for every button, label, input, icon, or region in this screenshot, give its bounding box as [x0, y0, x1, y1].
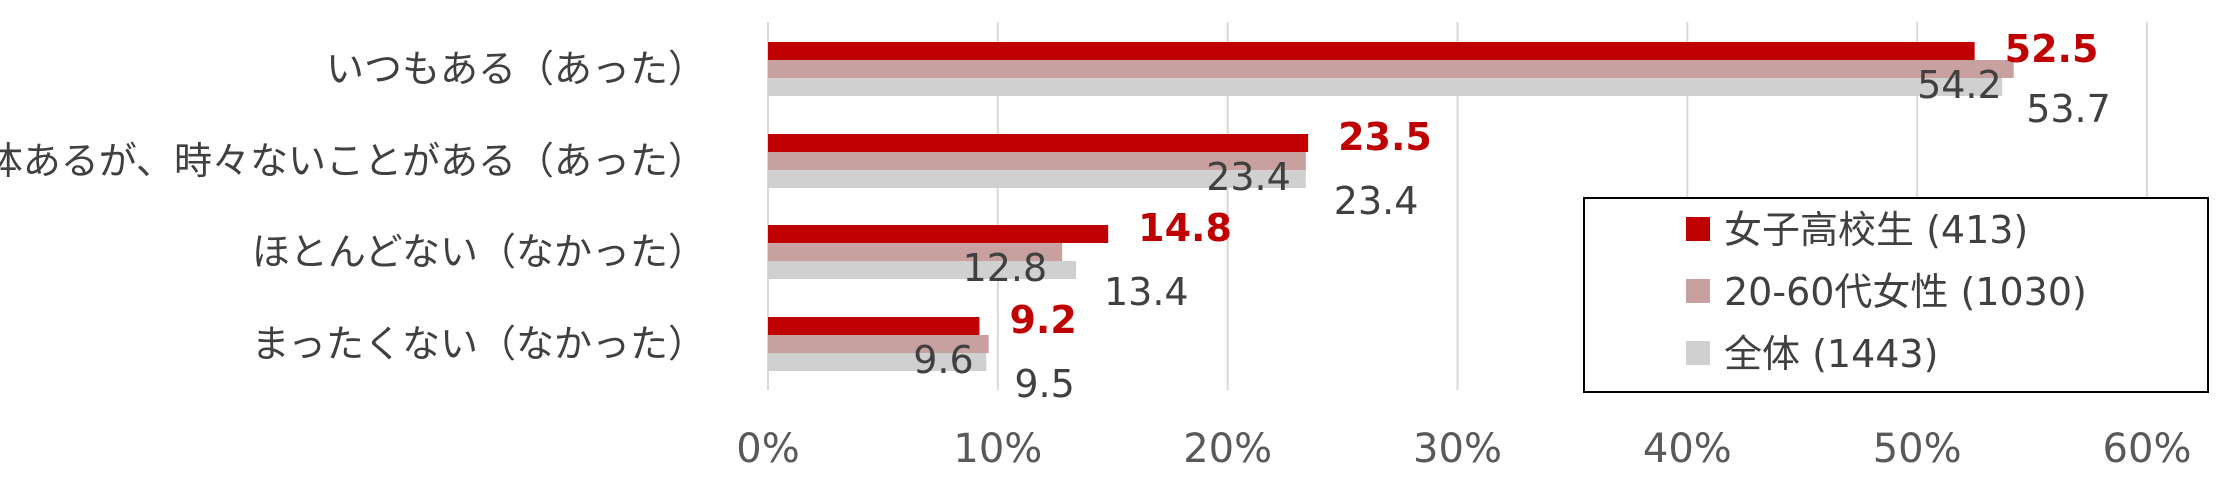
value-label-series-1-3: 9.6: [913, 338, 973, 382]
category-label: 大体あるが、時々ないことがある（あった）: [0, 139, 706, 183]
bar-series-1-3: [768, 335, 989, 353]
bar-series-0-0: [768, 42, 1975, 60]
x-axis-ticks: 0% 10% 20% 30% 40% 50% 60%: [736, 426, 2191, 472]
legend-swatch: [1686, 341, 1710, 365]
value-label-series-1-0: 54.2: [1917, 63, 2002, 107]
bar-series-0-1: [768, 134, 1309, 152]
legend: 女子高校生 (413) 20-60代女性 (1030) 全体 (1443): [1583, 197, 2209, 393]
value-label-series-2-3: 9.5: [1014, 362, 1074, 406]
bar-series-1-1: [768, 152, 1306, 170]
legend-label: 女子高校生 (413): [1724, 208, 2028, 252]
x-tick-label: 30%: [1413, 426, 1502, 472]
bar-series-2-2: [768, 261, 1076, 279]
bar-series-2-3: [768, 353, 987, 371]
category-labels: いつもある（あった） 大体あるが、時々ないことがある（あった） ほとんどない（なかっ…: [0, 47, 706, 366]
x-tick-label: 50%: [1873, 426, 1962, 472]
x-tick-label: 60%: [2103, 426, 2192, 472]
value-label-series-1-2: 12.8: [963, 246, 1048, 290]
category-label: ほとんどない（なかった）: [252, 230, 706, 274]
legend-swatch: [1686, 217, 1710, 241]
value-label-series-0-0: 52.5: [2005, 27, 2099, 71]
value-label-series-0-3: 9.2: [1009, 298, 1076, 342]
value-label-series-2-2: 13.4: [1104, 270, 1189, 314]
legend-label: 全体 (1443): [1724, 332, 1938, 376]
value-label-series-0-2: 14.8: [1138, 206, 1232, 250]
bar-series-1-2: [768, 243, 1063, 261]
bars: [768, 42, 2014, 371]
bar-series-1-0: [768, 60, 2014, 78]
value-labels: 52.5 23.5 14.8 9.2 54.2 23.4 12.8 9.6 53.7 23.4 13…: [913, 27, 2111, 406]
value-label-series-2-1: 23.4: [1334, 179, 1419, 223]
bar-series-0-3: [768, 317, 980, 335]
legend-swatch: [1686, 279, 1710, 303]
value-label-series-0-1: 23.5: [1338, 115, 1432, 159]
category-label: いつもある（あった）: [326, 47, 706, 91]
bar-series-2-1: [768, 170, 1306, 188]
value-label-series-2-0: 53.7: [2026, 87, 2111, 131]
x-tick-label: 20%: [1183, 426, 1272, 472]
bar-series-2-0: [768, 78, 2003, 96]
value-label-series-1-1: 23.4: [1206, 155, 1291, 199]
bar-series-0-2: [768, 225, 1109, 243]
x-tick-label: 40%: [1643, 426, 1732, 472]
legend-label: 20-60代女性 (1030): [1724, 270, 2087, 314]
x-tick-label: 0%: [736, 426, 799, 472]
category-label: まったくない（なかった）: [252, 322, 706, 366]
x-tick-label: 10%: [953, 426, 1042, 472]
